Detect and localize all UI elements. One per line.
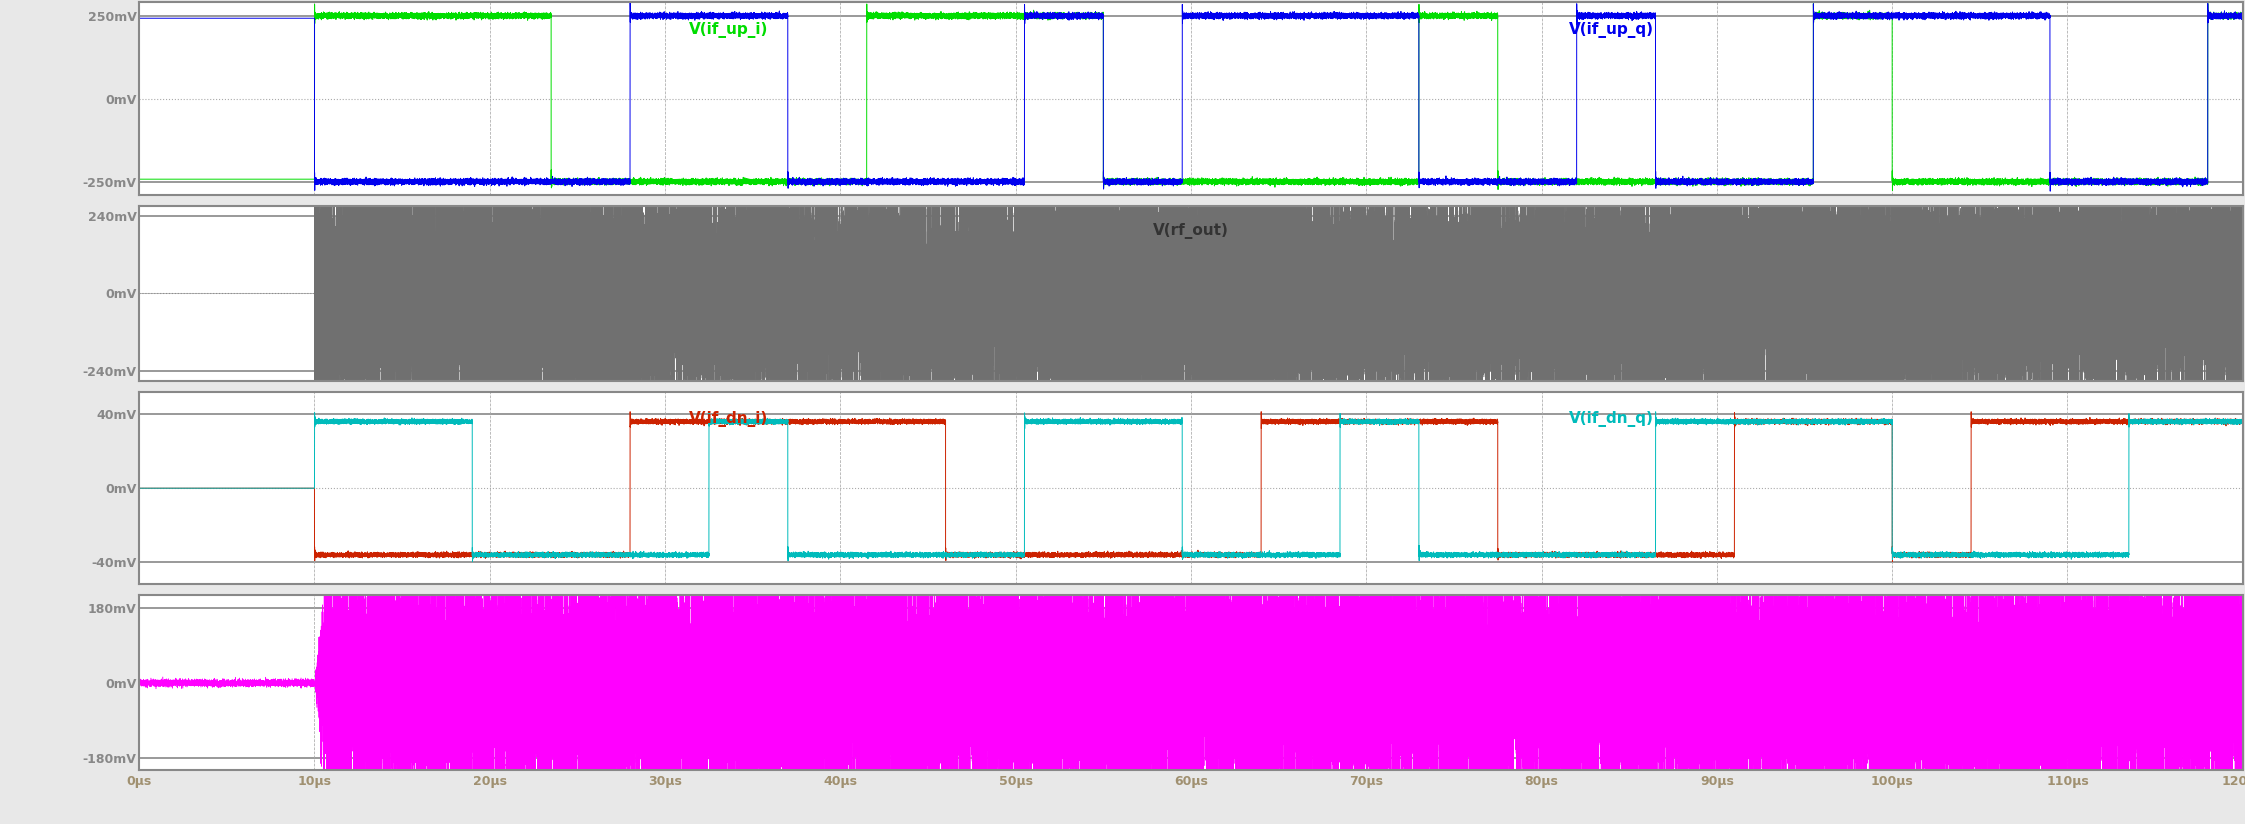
Text: V(if_dn_i): V(if_dn_i) (689, 411, 768, 427)
Text: V(if_dn_q): V(if_dn_q) (1569, 411, 1655, 427)
Text: V(rf_out): V(rf_out) (1154, 223, 1228, 240)
Text: V(rf_in): V(rf_in) (1158, 613, 1224, 629)
Text: V(if_up_i): V(if_up_i) (689, 21, 768, 38)
Text: V(if_up_q): V(if_up_q) (1569, 21, 1655, 38)
